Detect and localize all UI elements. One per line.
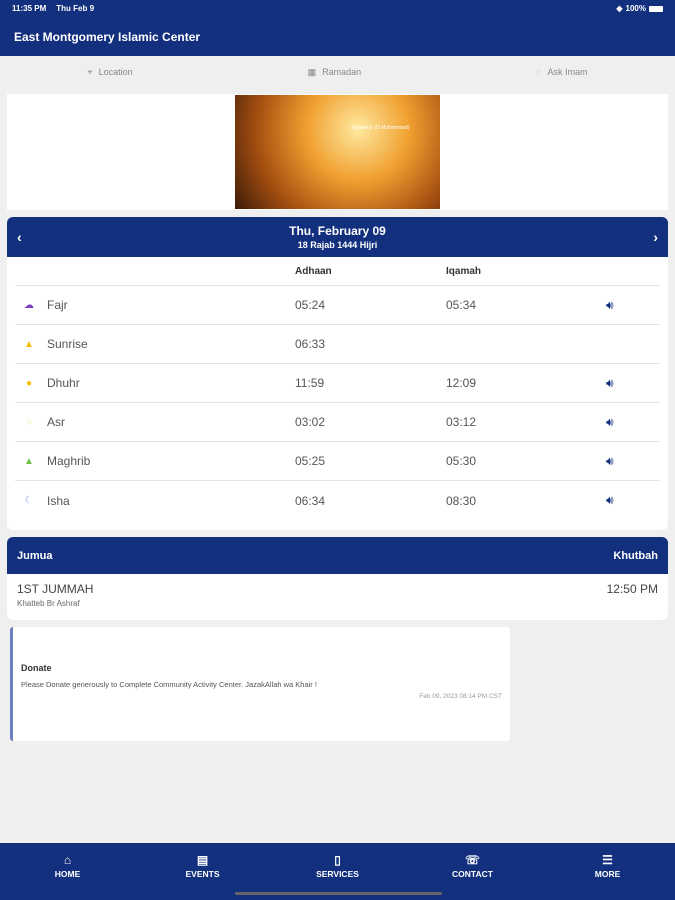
- prayer-name: Dhuhr: [47, 376, 80, 390]
- prayer-row-sunrise: ▲ Sunrise 06:33: [15, 325, 660, 364]
- bottom-nav: ⌂ HOME ▤ EVENTS ▯ SERVICES ☏ CONTACT ☰ MORE: [0, 843, 675, 900]
- events-icon: ▤: [196, 853, 209, 867]
- speaker-icon[interactable]: 🔊︎: [606, 493, 614, 507]
- prayer-row-dhuhr: ● Dhuhr 11:59 12:09 🔊︎: [15, 364, 660, 403]
- prayer-row-asr: ○ Asr 03:02 03:12 🔊︎: [15, 403, 660, 442]
- prayer-name: Asr: [47, 415, 65, 429]
- khutbah-title: Khutbah: [613, 549, 658, 562]
- jumua-name: 1ST JUMMAH: [17, 582, 94, 596]
- banner-quote: Translator (O Muhammad): [350, 125, 410, 131]
- speaker-icon[interactable]: 🔊︎: [606, 297, 614, 312]
- banner-image[interactable]: Translator (O Muhammad): [235, 95, 440, 209]
- more-icon: ☰: [602, 853, 613, 867]
- services-icon: ▯: [334, 853, 341, 867]
- nav-label: SERVICES: [316, 869, 359, 879]
- jumua-card: Jumua Khutbah 1ST JUMMAH Khatteb Br Ashraf…: [7, 537, 668, 620]
- pin-icon: ⌖: [87, 66, 93, 77]
- nav-home[interactable]: ⌂ HOME: [38, 853, 98, 900]
- nav-services[interactable]: ▯ SERVICES: [308, 853, 368, 900]
- chat-icon: ◌: [536, 67, 542, 77]
- adhaan-time: 03:02: [295, 415, 326, 429]
- iqamah-header: Iqamah: [446, 265, 482, 277]
- quick-links: ⌖ Location ▦ Ramadan ◌ Ask Imam: [0, 57, 675, 87]
- jumua-row: 1ST JUMMAH Khatteb Br Ashraf 12:50 PM: [7, 574, 668, 620]
- status-date: Thu Feb 9: [56, 4, 95, 13]
- iqamah-time: 03:12: [446, 415, 477, 429]
- battery-percent: 100%: [625, 4, 646, 13]
- prayer-name-cell: ▲ Sunrise: [15, 337, 295, 351]
- nav-events[interactable]: ▤ EVENTS: [173, 853, 233, 900]
- prayer-times-card: ‹ Thu, February 09 18 Rajab 1444 Hijri › …: [7, 217, 668, 530]
- prayer-row-fajr: ☁ Fajr 05:24 05:34 🔊︎: [15, 286, 660, 325]
- banner: Translator (O Muhammad): [7, 94, 668, 210]
- battery-icon: [649, 5, 663, 12]
- announcement-title: Donate: [21, 663, 52, 673]
- adhaan-header: Adhaan: [295, 265, 332, 277]
- contact-icon: ☏: [464, 853, 480, 867]
- adhaan-time: 05:24: [295, 298, 326, 312]
- announcement-card[interactable]: Donate Please Donate generously to Compl…: [10, 627, 510, 741]
- previous-day-button[interactable]: ‹: [17, 229, 22, 245]
- jumua-speaker: Khatteb Br Ashraf: [17, 599, 80, 608]
- prayer-name-cell: ☁ Fajr: [15, 298, 295, 312]
- speaker-icon[interactable]: 🔊︎: [606, 414, 614, 429]
- speaker-icon[interactable]: 🔊︎: [606, 453, 614, 468]
- next-day-button[interactable]: ›: [653, 229, 658, 245]
- calendar-icon: ▦: [307, 66, 317, 77]
- app-title: East Montgomery Islamic Center: [14, 30, 201, 44]
- nav-contact[interactable]: ☏ CONTACT: [443, 853, 503, 900]
- prayer-name: Isha: [47, 493, 70, 508]
- adhaan-time: 11:59: [295, 376, 325, 390]
- jumua-time: 12:50 PM: [606, 582, 658, 596]
- iqamah-time: 08:30: [446, 493, 477, 508]
- adhaan-time: 06:33: [295, 337, 326, 351]
- prayer-row-isha: ☾ Isha 06:34 08:30 🔊︎: [15, 481, 660, 520]
- prayer-name: Maghrib: [47, 454, 91, 468]
- speaker-icon[interactable]: 🔊︎: [606, 375, 614, 390]
- home-icon: ⌂: [63, 853, 72, 867]
- adhaan-time: 05:25: [295, 454, 326, 468]
- hijri-date: 18 Rajab 1444 Hijri: [297, 240, 378, 250]
- jumua-title: Jumua: [17, 549, 53, 562]
- announcement-timestamp: Feb 09, 2023 08:14 PM CST: [419, 693, 502, 700]
- prayer-icon: ☾: [24, 495, 34, 506]
- gregorian-date: Thu, February 09: [289, 224, 386, 238]
- link-label: Location: [98, 67, 133, 77]
- ramadan-link[interactable]: ▦ Ramadan: [308, 67, 362, 78]
- announcement-body: Please Donate generously to Complete Com…: [21, 680, 317, 689]
- wifi-icon: ◆: [616, 4, 623, 13]
- app-header: 11:35 PM Thu Feb 9 ◆ 100% East Montgomery …: [0, 0, 675, 56]
- location-link[interactable]: ⌖ Location: [87, 67, 132, 78]
- nav-more[interactable]: ☰ MORE: [578, 853, 638, 900]
- prayer-name-cell: ● Dhuhr: [15, 376, 295, 390]
- prayer-name-cell: ○ Asr: [15, 415, 295, 429]
- iqamah-time: 12:09: [446, 376, 477, 390]
- iqamah-time: 05:30: [446, 454, 477, 468]
- status-bar: 11:35 PM Thu Feb 9: [12, 4, 104, 13]
- nav-label: MORE: [594, 869, 621, 879]
- nav-label: HOME: [54, 869, 81, 879]
- prayer-name: Fajr: [47, 298, 68, 312]
- prayer-name-cell: ▲ Maghrib: [15, 454, 295, 468]
- battery-status: ◆ 100%: [616, 4, 663, 13]
- home-indicator: [235, 892, 442, 895]
- nav-label: EVENTS: [185, 869, 220, 879]
- prayer-icon: ●: [25, 377, 33, 389]
- link-label: Ask Imam: [547, 67, 588, 77]
- status-time: 11:35 PM: [12, 4, 47, 13]
- ask-imam-link[interactable]: ◌ Ask Imam: [536, 67, 587, 77]
- link-label: Ramadan: [322, 67, 362, 77]
- adhaan-time: 06:34: [295, 493, 326, 508]
- iqamah-time: 05:34: [446, 298, 477, 312]
- prayer-name: Sunrise: [47, 337, 88, 351]
- prayer-name-cell: ☾ Isha: [15, 494, 295, 508]
- prayer-icon: ▲: [24, 338, 34, 350]
- prayer-icon: ○: [25, 416, 33, 428]
- nav-label: CONTACT: [452, 869, 493, 879]
- prayer-icon: ▲: [24, 455, 34, 467]
- prayer-icon: ☁: [24, 299, 34, 311]
- prayer-row-maghrib: ▲ Maghrib 05:25 05:30 🔊︎: [15, 442, 660, 481]
